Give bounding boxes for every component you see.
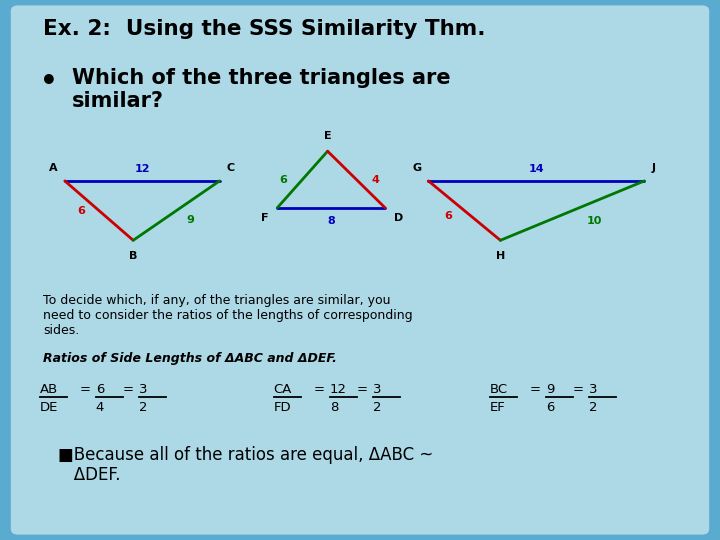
Text: 2: 2 [589, 401, 598, 414]
Text: B: B [129, 251, 138, 261]
Text: FD: FD [274, 401, 291, 414]
Text: =: = [529, 383, 540, 396]
Text: 6: 6 [280, 174, 287, 185]
Text: 6: 6 [77, 206, 85, 215]
Text: Ratios of Side Lengths of ΔABC and ΔDEF.: Ratios of Side Lengths of ΔABC and ΔDEF. [43, 352, 337, 365]
Text: ■Because all of the ratios are equal, ΔABC ~
   ΔDEF.: ■Because all of the ratios are equal, ΔA… [58, 446, 433, 484]
Text: 8: 8 [328, 217, 335, 226]
Text: 9: 9 [546, 383, 554, 396]
Text: 6: 6 [96, 383, 104, 396]
Text: •: • [40, 68, 58, 96]
Text: BC: BC [490, 383, 508, 396]
Text: =: = [313, 383, 324, 396]
Text: 4: 4 [372, 174, 379, 185]
Text: 12: 12 [330, 383, 347, 396]
Text: CA: CA [274, 383, 292, 396]
Text: EF: EF [490, 401, 505, 414]
Text: Which of the three triangles are
similar?: Which of the three triangles are similar… [72, 68, 451, 111]
Text: 3: 3 [589, 383, 598, 396]
Text: H: H [496, 251, 505, 261]
Text: =: = [356, 383, 367, 396]
Text: 12: 12 [135, 164, 150, 174]
Text: C: C [227, 163, 235, 173]
Text: DE: DE [40, 401, 58, 414]
Text: 3: 3 [139, 383, 148, 396]
Text: =: = [122, 383, 133, 396]
Text: G: G [412, 163, 421, 173]
Text: =: = [572, 383, 583, 396]
Text: 8: 8 [330, 401, 338, 414]
Text: 9: 9 [187, 215, 194, 225]
Text: AB: AB [40, 383, 58, 396]
Text: 6: 6 [546, 401, 554, 414]
Text: 6: 6 [445, 211, 452, 221]
Text: 2: 2 [139, 401, 148, 414]
Text: E: E [324, 131, 331, 141]
Text: 3: 3 [373, 383, 382, 396]
Text: To decide which, if any, of the triangles are similar, you
need to consider the : To decide which, if any, of the triangle… [43, 294, 413, 338]
Text: 10: 10 [586, 217, 602, 226]
Text: 14: 14 [528, 164, 544, 174]
Text: D: D [394, 213, 403, 224]
Text: F: F [261, 213, 269, 224]
Text: Ex. 2:  Using the SSS Similarity Thm.: Ex. 2: Using the SSS Similarity Thm. [43, 19, 486, 39]
Text: J: J [652, 163, 656, 173]
Text: 4: 4 [96, 401, 104, 414]
Text: 2: 2 [373, 401, 382, 414]
Text: =: = [79, 383, 90, 396]
Text: A: A [49, 163, 58, 173]
